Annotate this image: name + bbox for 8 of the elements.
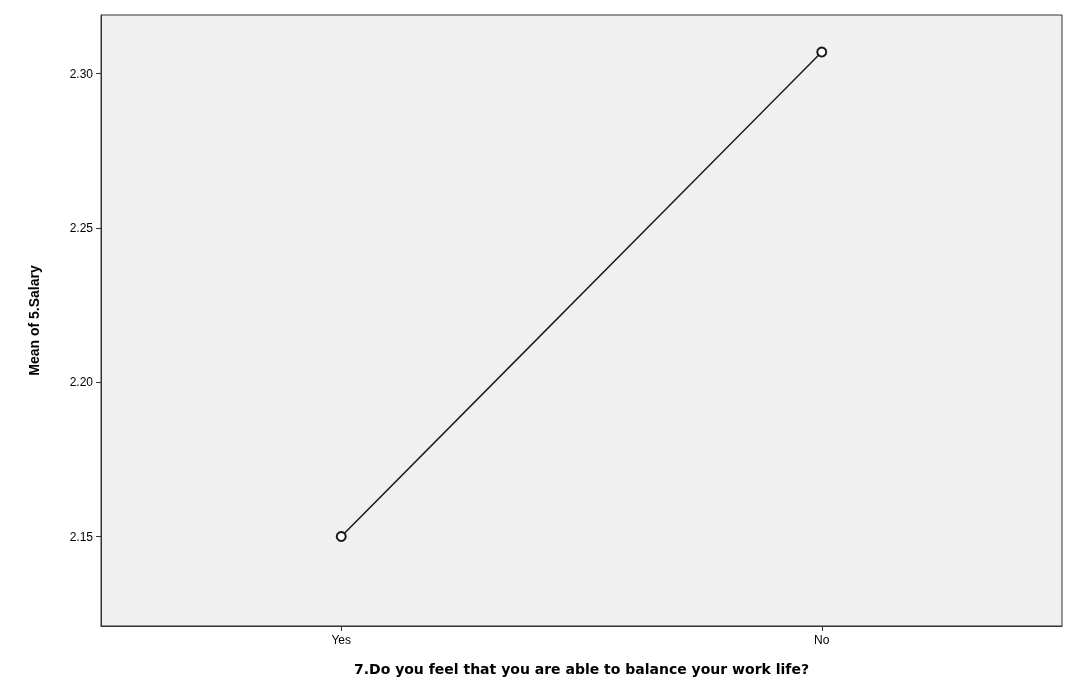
x-tick-label: No bbox=[814, 633, 830, 647]
y-axis-title: Mean of 5.Salary bbox=[26, 265, 42, 376]
x-tick-label: Yes bbox=[331, 633, 352, 647]
x-axis-title: 7.Do you feel that you are able to balance your work life? bbox=[353, 661, 810, 677]
y-tick-label: 2.15 bbox=[69, 529, 94, 544]
y-tick-label: 2.30 bbox=[69, 66, 94, 81]
y-tick-label: 2.20 bbox=[69, 375, 94, 390]
y-tick-label: 2.25 bbox=[69, 220, 94, 235]
